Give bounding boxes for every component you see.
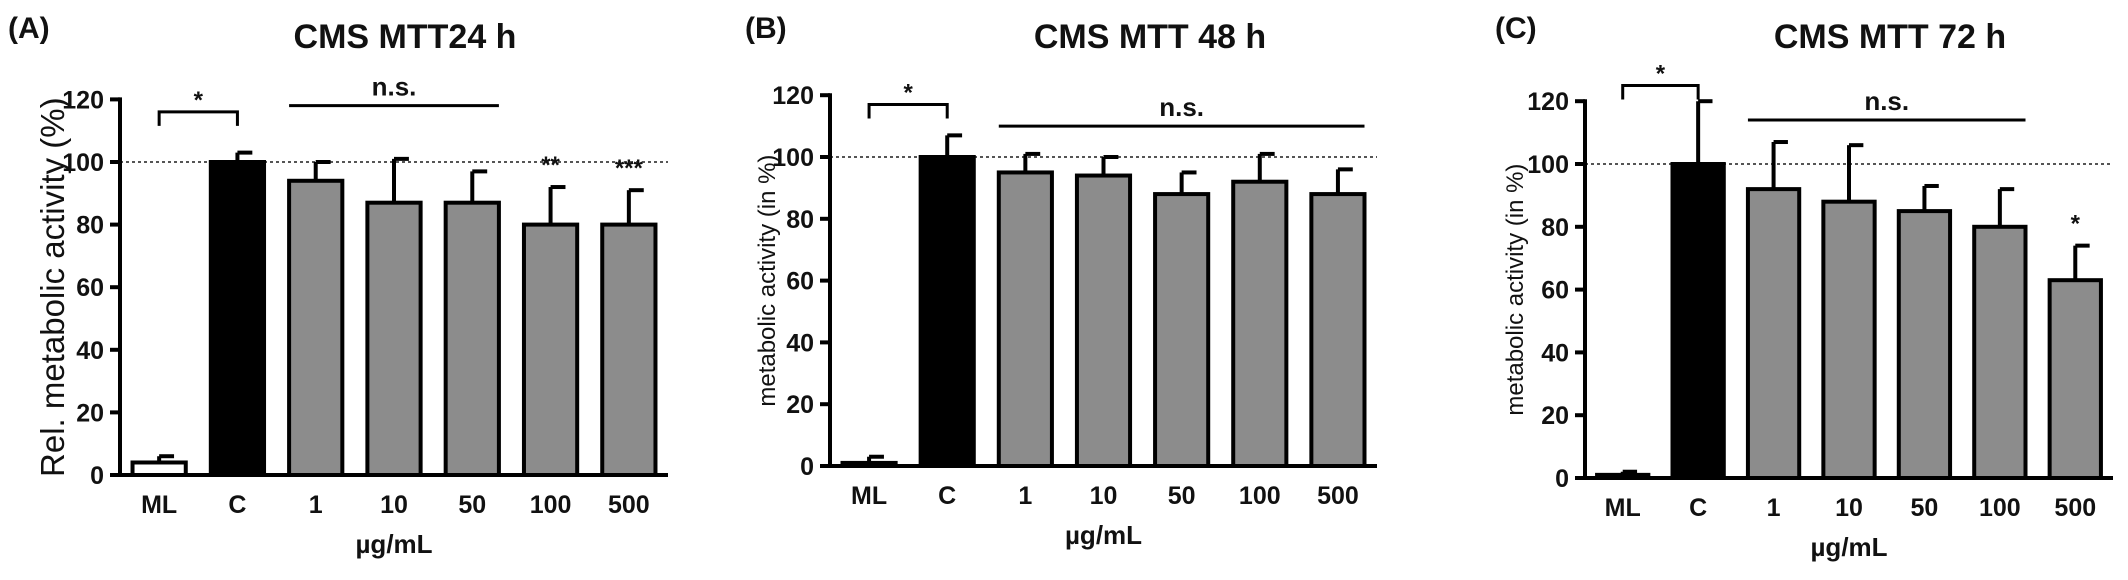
y-tick-label: 20 bbox=[76, 399, 104, 427]
bracket-star: * bbox=[903, 79, 913, 106]
category-label: 50 bbox=[458, 491, 486, 519]
y-tick-label: 0 bbox=[1555, 465, 1569, 493]
bar-100 bbox=[521, 222, 580, 477]
bar-10 bbox=[1074, 173, 1133, 468]
y-axis-label: Rel. metabolic activity (%) bbox=[34, 97, 71, 477]
y-tick-label: 40 bbox=[1541, 339, 1569, 367]
significance-star: * bbox=[2071, 211, 2081, 238]
y-tick-label: 100 bbox=[62, 149, 104, 177]
chart-title: CMS MTT 72 h bbox=[1774, 18, 2006, 56]
category-label: 100 bbox=[530, 491, 572, 519]
y-tick-label: 40 bbox=[786, 329, 814, 357]
y-tick-label: 0 bbox=[90, 462, 104, 490]
category-label: 1 bbox=[1767, 494, 1781, 522]
category-label: C bbox=[228, 491, 246, 519]
panel-a: (A) CMS MTT24 h Rel. metabolic activity (%… bbox=[8, 12, 668, 559]
y-axis-label: metabolic activity (in %) bbox=[754, 155, 781, 407]
significance-bracket bbox=[867, 102, 949, 119]
bar-500 bbox=[1309, 192, 1367, 469]
category-label: 100 bbox=[1979, 494, 2021, 522]
significance-star: ** bbox=[541, 152, 560, 179]
y-tick-label: 20 bbox=[786, 391, 814, 419]
bar-10 bbox=[1821, 199, 1877, 480]
significance-star: *** bbox=[615, 155, 644, 182]
bar-1 bbox=[996, 170, 1054, 468]
bar-50 bbox=[443, 200, 501, 477]
y-tick-label: 120 bbox=[62, 86, 104, 114]
category-label: 500 bbox=[2054, 494, 2096, 522]
bar-50 bbox=[1153, 192, 1211, 469]
y-tick-label: 60 bbox=[786, 268, 814, 296]
bracket-star: * bbox=[1656, 61, 1666, 88]
panel-label: (A) bbox=[8, 12, 50, 45]
panel-label: (C) bbox=[1495, 12, 1537, 45]
chart-title: CMS MTT 48 h bbox=[1034, 18, 1266, 56]
significance-bracket bbox=[1621, 84, 1700, 100]
bar-C bbox=[918, 155, 976, 468]
y-tick-label: 0 bbox=[800, 453, 814, 481]
category-label: 10 bbox=[1090, 482, 1118, 510]
y-tick-label: 100 bbox=[1527, 151, 1569, 179]
y-tick-label: 120 bbox=[772, 82, 814, 110]
bar-1 bbox=[1745, 187, 1802, 480]
ns-label: n.s. bbox=[1864, 86, 1909, 116]
y-tick-label: 60 bbox=[76, 274, 104, 302]
x-axis-label: µg/mL bbox=[355, 529, 432, 559]
category-label: 50 bbox=[1168, 482, 1196, 510]
bar-100 bbox=[1972, 224, 2028, 480]
panel-b: (B) CMS MTT 48 h metabolic activity (in %)… bbox=[745, 12, 1377, 550]
y-axis-label: metabolic activity (in %) bbox=[1502, 164, 1529, 416]
panel-label: (B) bbox=[745, 12, 787, 45]
category-label: ML bbox=[1605, 494, 1641, 522]
category-label: ML bbox=[851, 482, 887, 510]
bar-C bbox=[1670, 162, 1726, 480]
category-label: 10 bbox=[1835, 494, 1863, 522]
y-tick-label: 20 bbox=[1541, 402, 1569, 430]
y-tick-label: 60 bbox=[1541, 277, 1569, 305]
y-tick-label: 120 bbox=[1527, 88, 1569, 116]
category-label: 1 bbox=[309, 491, 323, 519]
significance-bracket bbox=[157, 110, 239, 126]
bracket-star: * bbox=[194, 87, 204, 114]
category-label: C bbox=[938, 482, 956, 510]
y-tick-label: 80 bbox=[786, 206, 814, 234]
bar-500 bbox=[600, 222, 658, 477]
y-tick-label: 80 bbox=[76, 212, 104, 240]
ns-label: n.s. bbox=[1159, 92, 1204, 122]
category-label: 500 bbox=[608, 491, 650, 519]
category-label: 1 bbox=[1018, 482, 1032, 510]
ns-label: n.s. bbox=[372, 72, 417, 102]
category-label: 100 bbox=[1239, 482, 1281, 510]
y-tick-label: 80 bbox=[1541, 214, 1569, 242]
y-tick-label: 100 bbox=[772, 144, 814, 172]
x-axis-label: µg/mL bbox=[1810, 532, 1887, 562]
bar-100 bbox=[1231, 179, 1289, 468]
x-axis-label: µg/mL bbox=[1065, 520, 1142, 550]
category-label: 10 bbox=[380, 491, 408, 519]
category-label: ML bbox=[141, 491, 177, 519]
bar-10 bbox=[365, 200, 423, 477]
chart-title: CMS MTT24 h bbox=[294, 18, 517, 56]
category-label: 500 bbox=[1317, 482, 1359, 510]
bar-500 bbox=[2047, 278, 2103, 480]
bar-C bbox=[208, 160, 267, 477]
y-tick-label: 40 bbox=[76, 337, 104, 365]
bar-1 bbox=[287, 178, 345, 477]
panel-c: (C) CMS MTT 72 h metabolic activity (in %)… bbox=[1495, 12, 2113, 562]
category-label: 50 bbox=[1911, 494, 1939, 522]
category-label: C bbox=[1689, 494, 1707, 522]
bar-50 bbox=[1896, 209, 1953, 480]
